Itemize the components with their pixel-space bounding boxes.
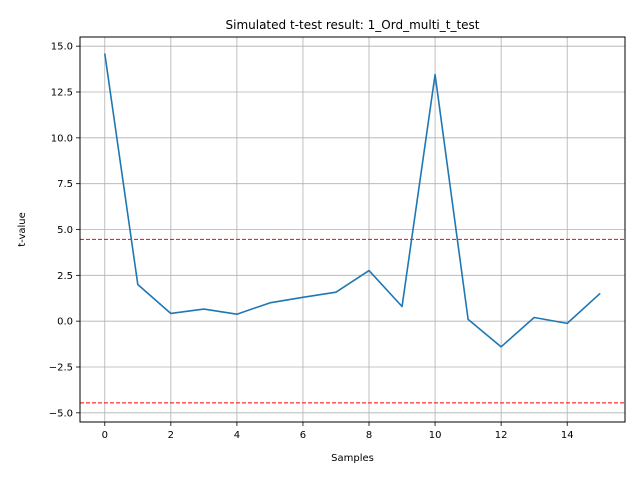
y-tick-label: 15.0 — [51, 42, 73, 53]
x-tick-label: 6 — [300, 430, 306, 441]
threshold-lines — [80, 238, 625, 404]
y-tick-label: −5.0 — [49, 408, 73, 419]
x-tick-label: 4 — [234, 430, 240, 441]
y-tick-label: 2.5 — [57, 271, 73, 282]
x-tick-label: 12 — [495, 430, 508, 441]
series-layer — [103, 53, 601, 348]
chart-title: Simulated t-test result: 1_Ord_multi_t_t… — [226, 18, 480, 32]
y-tick-label: 12.5 — [51, 88, 73, 99]
y-tick-label: 7.5 — [57, 179, 73, 190]
x-tick-label: 2 — [168, 430, 174, 441]
x-axis-label: Samples — [331, 453, 374, 464]
x-tick-label: 8 — [366, 430, 372, 441]
y-tick-label: 5.0 — [57, 225, 73, 236]
x-tick-label: 14 — [561, 430, 574, 441]
y-tick-label: −2.5 — [49, 363, 73, 374]
y-tick-label: 0.0 — [57, 317, 73, 328]
x-axis-ticks: 0 2 4 6 8 10 12 14 — [102, 422, 574, 441]
y-axis-ticks: −5.0 −2.5 0.0 2.5 5.0 7.5 10.0 12.5 15.0 — [49, 42, 80, 419]
series-line — [103, 53, 601, 348]
y-tick-label: 10.0 — [51, 133, 73, 144]
x-tick-label: 0 — [102, 430, 108, 441]
x-tick-label: 10 — [429, 430, 442, 441]
y-axis-label: t-value — [17, 212, 28, 247]
grid — [80, 37, 625, 422]
